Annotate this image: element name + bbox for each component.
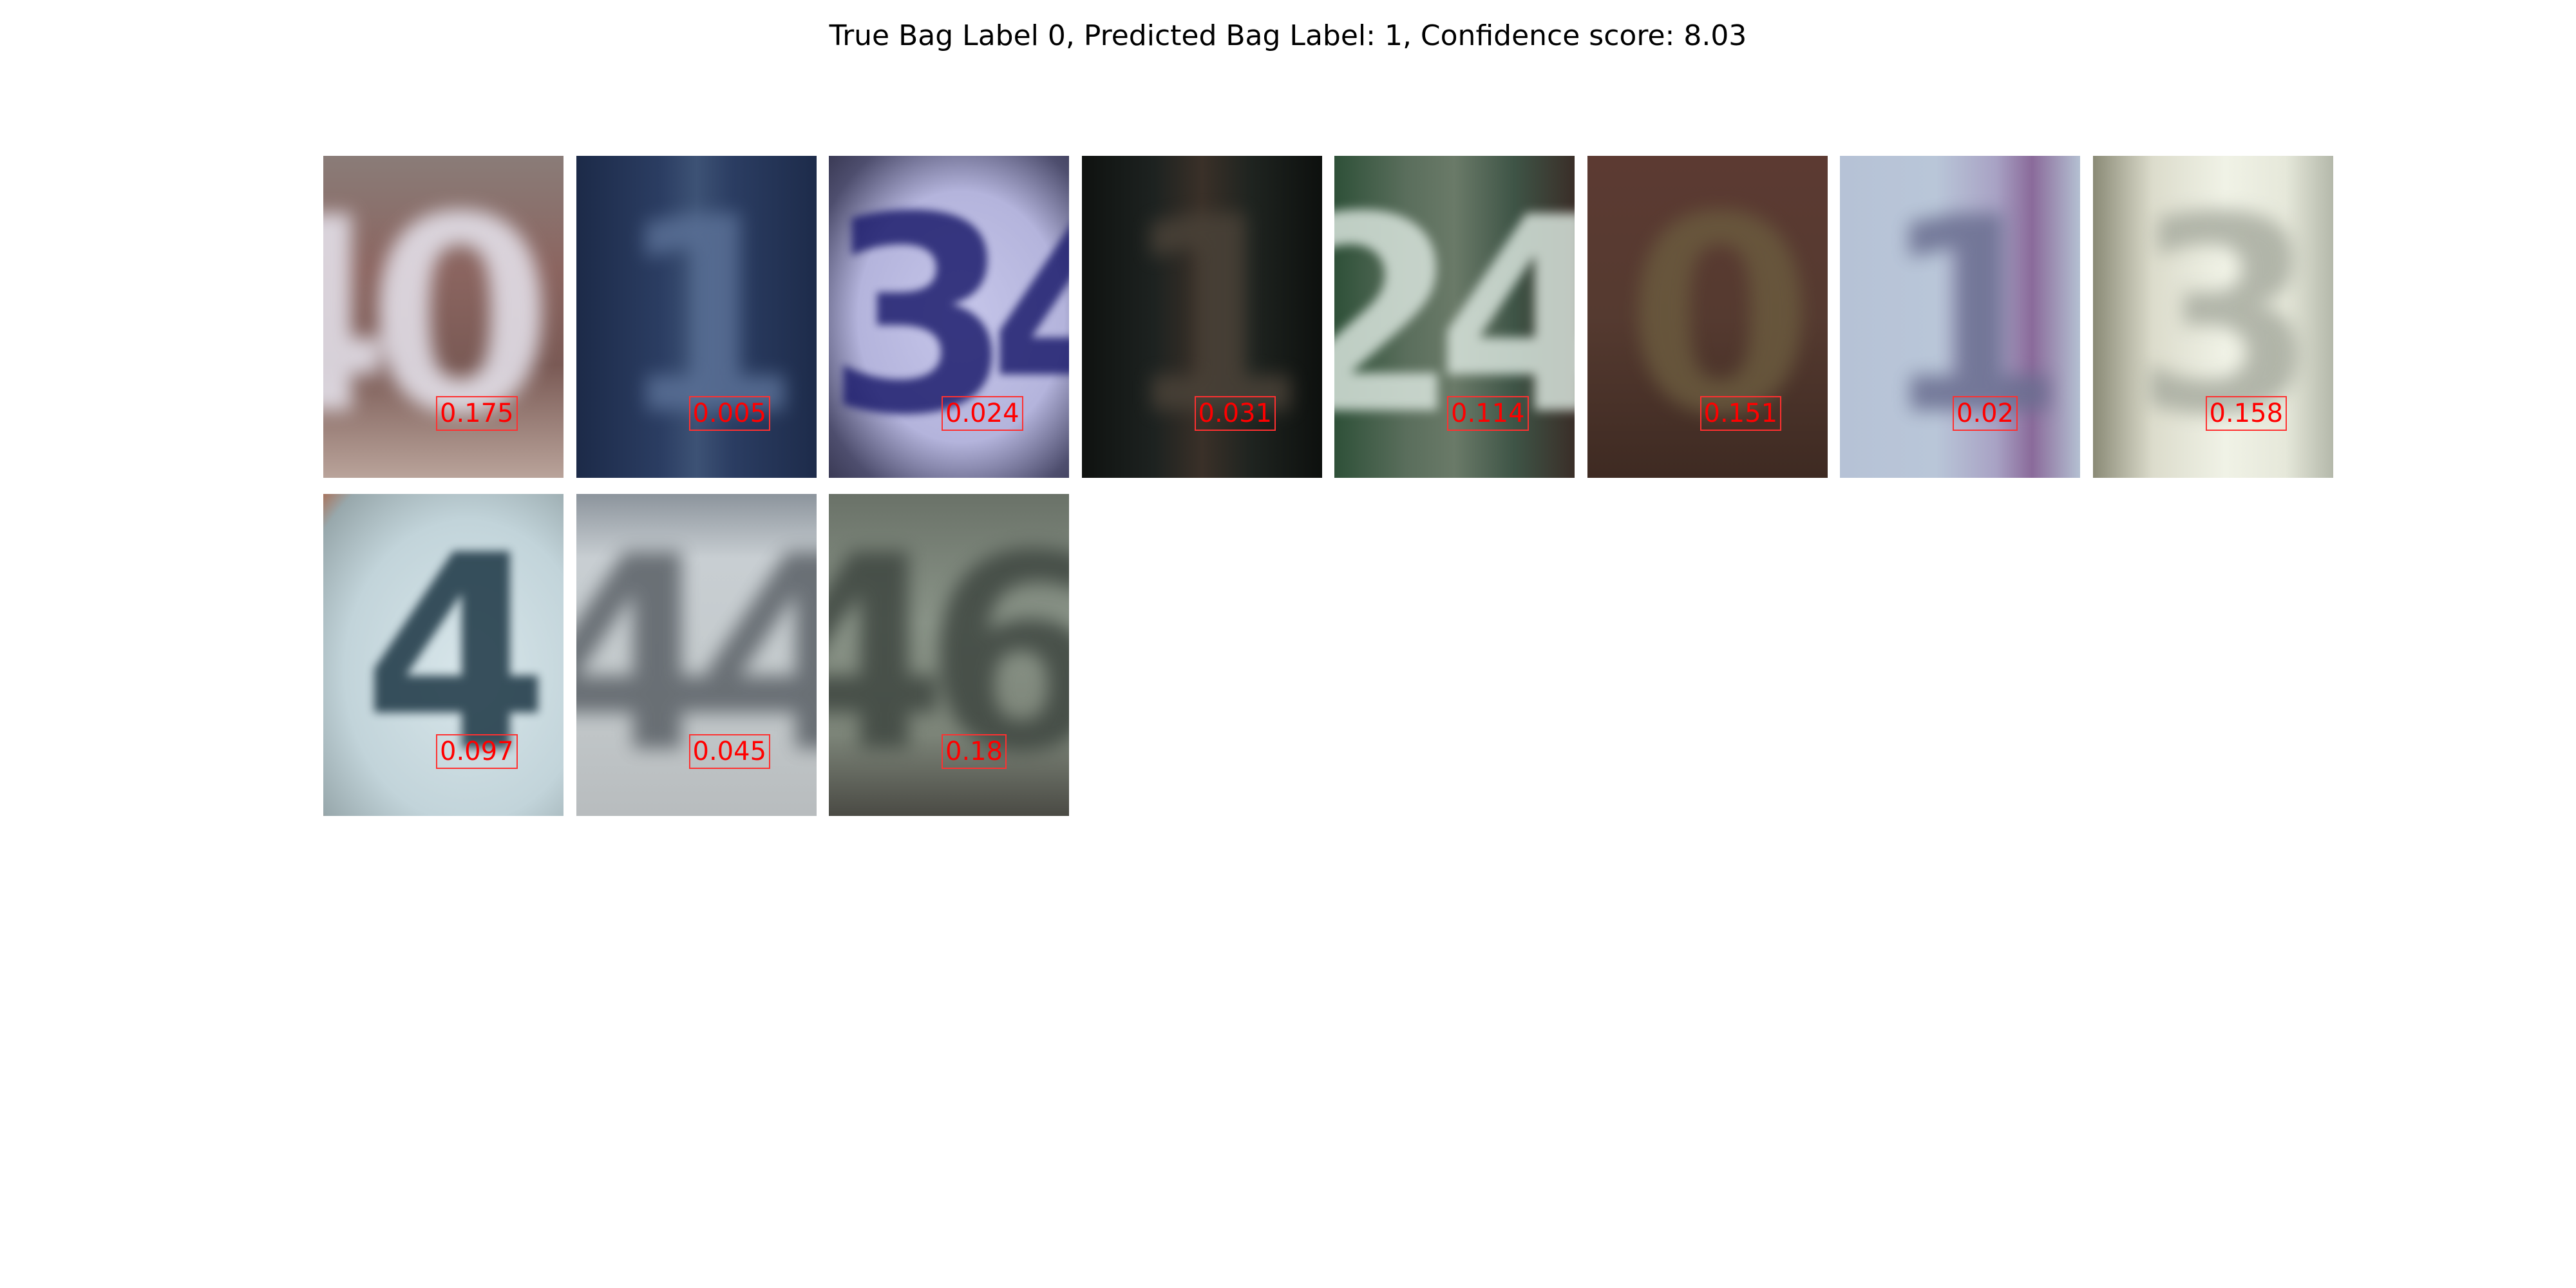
attention-score: 0.097 [436, 734, 518, 769]
instance-tile: 40 0.175 [323, 156, 564, 478]
instance-tile: 1 0.005 [576, 156, 817, 478]
attention-score: 0.114 [1447, 396, 1529, 431]
attention-score: 0.005 [688, 396, 771, 431]
digit-image: 0 [1625, 159, 1814, 475]
digit-image: 1 [1879, 159, 2067, 475]
digit-image: 34 [829, 159, 1069, 475]
attention-score: 0.031 [1194, 396, 1276, 431]
instance-tile: 1 0.02 [1840, 156, 2080, 478]
instance-tile: 1 0.031 [1081, 156, 1322, 478]
instance-grid: 40 0.175 1 0.005 34 0.024 1 0.031 24 0.1… [323, 156, 2338, 816]
digit-image: 1 [1120, 159, 1309, 475]
digit-image: 44 [576, 497, 817, 813]
attention-score: 0.045 [688, 734, 771, 769]
instance-tile: 44 0.045 [576, 494, 817, 816]
instance-tile: 46 0.18 [829, 494, 1069, 816]
attention-score: 0.024 [942, 396, 1023, 431]
attention-score: 0.151 [1700, 396, 1782, 431]
instance-tile: 4 0.097 [323, 494, 564, 816]
figure-title: True Bag Label 0, Predicted Bag Label: 1… [829, 19, 1747, 52]
attention-score: 0.158 [2205, 396, 2287, 431]
digit-image: 1 [614, 159, 803, 475]
instance-tile: 0 0.151 [1587, 156, 1828, 478]
digit-image: 46 [829, 497, 1069, 813]
digit-image: 4 [362, 497, 550, 813]
instance-tile: 24 0.114 [1334, 156, 1575, 478]
instance-tile: 34 0.024 [829, 156, 1069, 478]
attention-score: 0.175 [436, 396, 518, 431]
digit-image: 24 [1334, 159, 1575, 475]
attention-score: 0.02 [1953, 396, 2018, 431]
instance-tile: 3 0.158 [2092, 156, 2333, 478]
digit-image: 3 [2131, 159, 2320, 475]
attention-score: 0.18 [942, 734, 1007, 769]
